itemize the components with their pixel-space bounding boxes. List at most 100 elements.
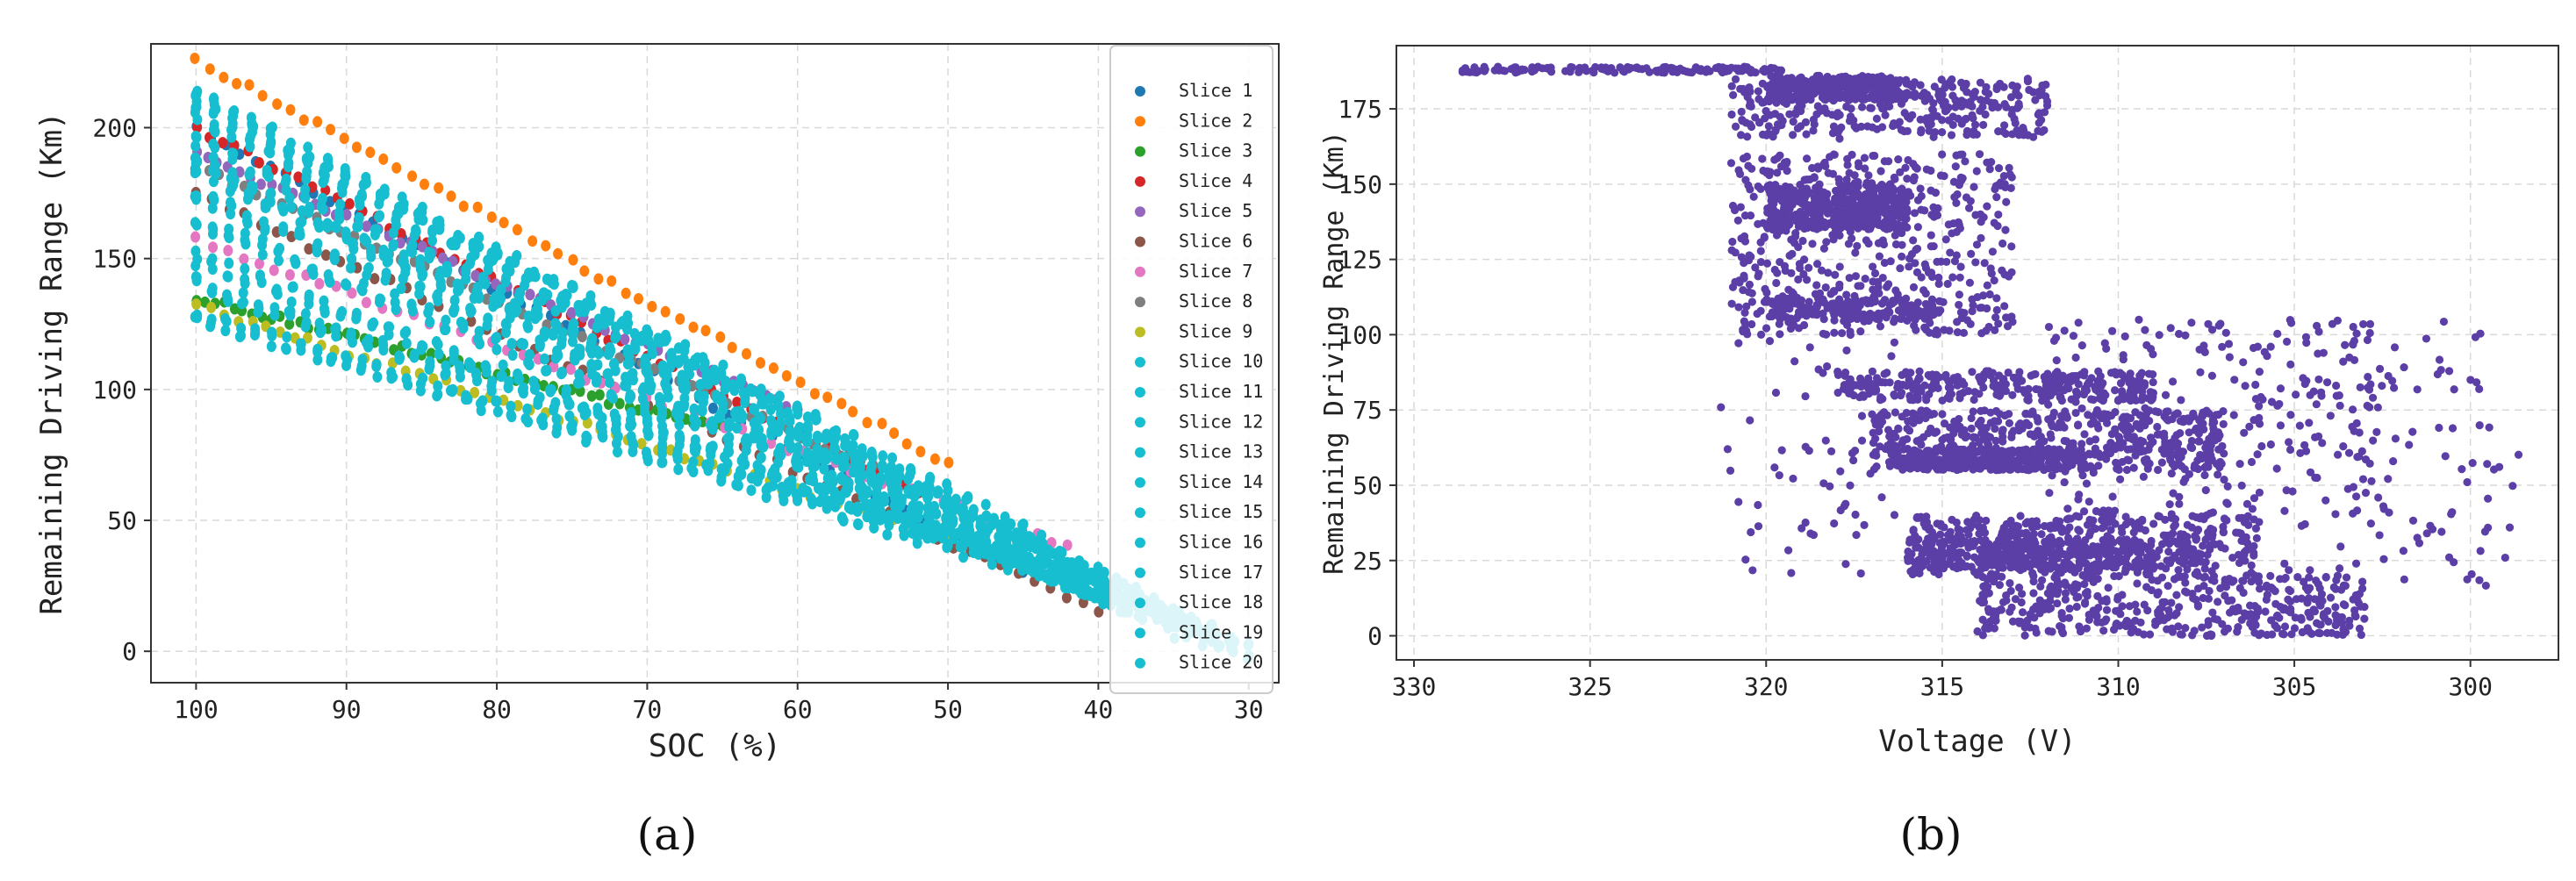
data-point [1821, 283, 1830, 292]
data-point [539, 330, 549, 342]
data-point [496, 370, 506, 383]
data-point [716, 367, 727, 379]
data-point [1037, 552, 1048, 564]
data-point [527, 235, 538, 247]
data-point [1908, 111, 1917, 119]
data-point [1933, 257, 1941, 266]
data-point [1857, 382, 1866, 391]
data-point [680, 339, 691, 351]
data-point [1743, 92, 1752, 102]
data-point [2001, 226, 2010, 234]
data-point [1093, 562, 1103, 574]
data-point [455, 232, 465, 244]
data-point [498, 359, 508, 371]
data-point [1883, 283, 1891, 291]
data-point [1980, 259, 1989, 268]
data-point [257, 248, 268, 261]
data-point [1782, 226, 1790, 235]
data-point [866, 475, 877, 487]
data-point [1055, 552, 1066, 564]
data-point [434, 182, 444, 194]
data-point [492, 332, 502, 344]
series-15 [190, 155, 1180, 644]
data-point [1988, 247, 1997, 256]
data-point [2185, 428, 2193, 437]
data-point [318, 203, 328, 215]
data-point [1898, 240, 1906, 249]
data-point [224, 257, 234, 269]
data-point [690, 433, 700, 446]
data-point [1934, 279, 1943, 289]
data-point [1025, 541, 1036, 553]
data-point [1938, 150, 1947, 159]
data-point [281, 342, 291, 355]
data-point [378, 153, 389, 165]
data-point [848, 466, 858, 478]
data-point [1875, 252, 1884, 261]
data-point [2122, 465, 2132, 475]
data-point [1931, 189, 1941, 197]
data-point [513, 399, 523, 412]
data-point [821, 454, 831, 466]
data-point [1927, 166, 1935, 175]
data-point [1927, 383, 1936, 391]
data-point [1772, 278, 1781, 288]
data-point [1073, 557, 1084, 569]
data-point [1845, 198, 1854, 208]
data-point [1952, 97, 1961, 106]
data-point [1734, 303, 1743, 312]
data-point [336, 307, 347, 319]
data-point [525, 289, 535, 301]
data-point [549, 278, 559, 290]
data-point [1747, 122, 1756, 132]
data-point [561, 389, 571, 401]
data-point [1731, 75, 1740, 83]
data-point [464, 357, 475, 369]
data-point [537, 412, 548, 425]
data-point [1064, 582, 1074, 594]
data-point [1747, 289, 1756, 297]
data-point [1567, 62, 1575, 72]
x-tick-label: 50 [933, 695, 963, 724]
data-point [1983, 281, 1991, 290]
data-point [1976, 374, 1984, 383]
data-point [756, 383, 766, 396]
data-point [286, 201, 297, 213]
data-point [1863, 201, 1872, 210]
data-point [1018, 547, 1029, 559]
data-point [886, 472, 897, 484]
data-point [1970, 183, 1978, 191]
data-point [807, 498, 818, 510]
data-point [756, 451, 766, 463]
data-point [2149, 377, 2157, 387]
data-point [2073, 421, 2083, 430]
data-point [642, 416, 652, 428]
data-point [944, 456, 954, 469]
data-point [1793, 124, 1802, 133]
data-point [869, 522, 879, 534]
data-point [840, 433, 850, 445]
data-point [2004, 368, 2013, 377]
data-point [574, 343, 585, 355]
data-point [1909, 283, 1919, 291]
data-point [603, 368, 614, 380]
data-point [1959, 328, 1969, 337]
data-point [1823, 209, 1833, 218]
data-point [1820, 158, 1829, 167]
legend-label: Slice 4 [1179, 170, 1252, 191]
data-point [1936, 305, 1945, 315]
data-point [192, 113, 203, 125]
data-point [1955, 300, 1963, 310]
data-point [1000, 511, 1010, 523]
data-point [2066, 377, 2076, 386]
data-point [1903, 206, 1912, 215]
data-point [1843, 297, 1853, 305]
data-point [904, 484, 915, 497]
data-point [1788, 197, 1797, 205]
data-point [254, 157, 264, 169]
data-point [1801, 118, 1811, 126]
data-point [325, 196, 335, 208]
data-point [2023, 396, 2032, 405]
data-point [567, 335, 578, 347]
